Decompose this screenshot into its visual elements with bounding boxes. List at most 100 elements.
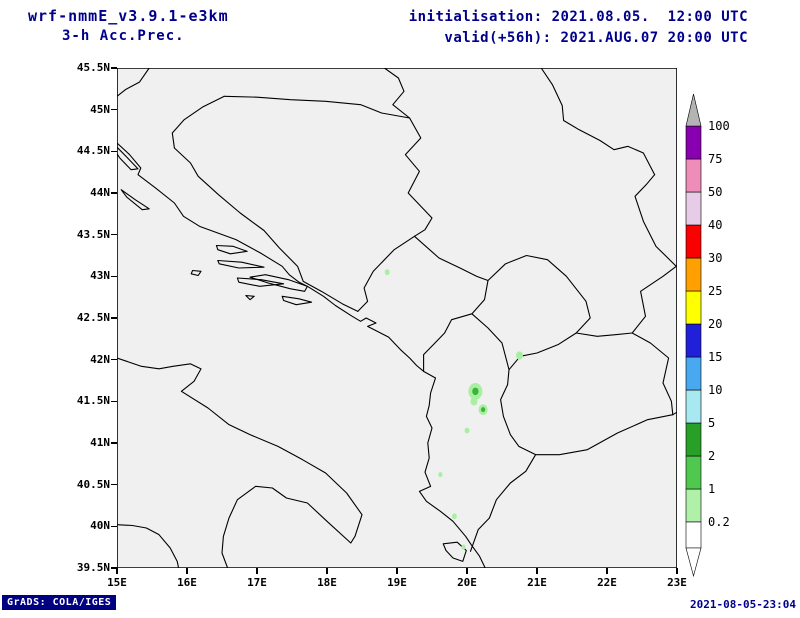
- island-brac: [216, 246, 247, 254]
- coastline-italy-west: [117, 525, 179, 568]
- lon-tick-label: 20E: [457, 576, 477, 589]
- colorbar-level-label: 5: [708, 416, 715, 430]
- lat-tick-label: 41.5N: [76, 394, 110, 408]
- product-title: 3-h Acc.Prec.: [62, 28, 185, 44]
- colorbar-segment: [685, 422, 702, 457]
- lon-tick-label: 15E: [107, 576, 127, 589]
- colorbar-segment: [685, 323, 702, 358]
- coastline-italy-east: [117, 358, 362, 568]
- colorbar-segment: [685, 356, 702, 391]
- border-serbia-macedonia: [576, 333, 632, 336]
- colorbar-segment: [685, 389, 702, 424]
- border-albania-macedonia: [501, 370, 536, 455]
- lon-tick-label: 16E: [177, 576, 197, 589]
- colorbar-level-label: 75: [708, 152, 722, 166]
- colorbar-level-label: 30: [708, 251, 722, 265]
- precip-spot: [470, 397, 478, 406]
- lon-tick-label: 19E: [387, 576, 407, 589]
- lat-tick-label: 42N: [90, 352, 110, 366]
- precipitation-spots: [384, 269, 524, 550]
- colorbar-segment: [685, 257, 702, 292]
- map-background: [117, 68, 677, 568]
- border-croatia-bosnia: [172, 96, 358, 311]
- border-serbia-bulgaria: [632, 175, 676, 333]
- island-dugi-otok: [121, 190, 149, 210]
- grads-stamp: GrADS: COLA/IGES: [2, 595, 117, 610]
- colorbar-level-label: 40: [708, 218, 722, 232]
- island-mljet: [282, 296, 311, 304]
- model-title: wrf-nmmE_v3.9.1-e3km: [28, 7, 229, 25]
- border-kosovo: [472, 256, 590, 370]
- lon-tickmark: [606, 568, 608, 574]
- precip-spot: [438, 472, 443, 478]
- balkans-map: [117, 68, 677, 568]
- initialisation-time: initialisation: 2021.08.05. 12:00 UTC: [408, 9, 748, 25]
- island-corfu: [443, 542, 466, 561]
- border-macedonia-greece: [536, 415, 673, 455]
- map-lines: [117, 68, 677, 568]
- island-pag: [117, 147, 138, 170]
- lon-tick-label: 17E: [247, 576, 267, 589]
- island-hvar: [218, 261, 264, 269]
- precip-spot: [464, 427, 470, 434]
- lat-tick-label: 40N: [90, 519, 110, 533]
- island-vis: [191, 271, 201, 276]
- colorbar-segment: [685, 455, 702, 490]
- lon-tickmark: [396, 568, 398, 574]
- precip-spot: [516, 351, 524, 360]
- lon-tickmark: [256, 568, 258, 574]
- colorbar-level-label: 0.2: [708, 515, 730, 529]
- colorbar-segment: [685, 290, 702, 325]
- colorbar-below-min: [685, 521, 702, 549]
- lat-tick-label: 45.5N: [76, 61, 110, 74]
- lon-tickmark: [326, 568, 328, 574]
- lon-tick-label: 21E: [527, 576, 547, 589]
- precip-spot: [472, 387, 479, 396]
- colorbar-below-min-arrow: [685, 547, 702, 578]
- colorbar-above-max-arrow: [685, 93, 702, 127]
- lon-tickmark: [536, 568, 538, 574]
- lat-tick-label: 42.5N: [76, 311, 110, 324]
- island-lastovo: [246, 295, 254, 299]
- map-plot-area: [117, 68, 677, 568]
- border-albania-greece: [470, 455, 535, 552]
- colorbar-level-label: 2: [708, 449, 715, 463]
- border-montenegro-albania: [424, 314, 472, 371]
- lon-tickmark: [676, 568, 678, 574]
- colorbar-level-label: 25: [708, 284, 722, 298]
- creation-timestamp: 2021-08-05-23:04: [690, 598, 796, 611]
- border-macedonia-bulgaria: [632, 333, 673, 415]
- lon-tick-label: 18E: [317, 576, 337, 589]
- lon-tickmark: [116, 568, 118, 574]
- lat-tick-label: 45N: [90, 102, 110, 116]
- colorbar-level-label: 100: [708, 119, 730, 133]
- border-serbia-romania: [541, 68, 654, 175]
- colorbar-level-label: 20: [708, 317, 722, 331]
- lon-tick-label: 22E: [597, 576, 617, 589]
- lat-tick-label: 43N: [90, 269, 110, 283]
- lat-tick-label: 40.5N: [76, 477, 110, 491]
- border-bosnia-sava: [224, 96, 409, 118]
- colorbar-segment: [685, 224, 702, 259]
- lon-tickmark: [186, 568, 188, 574]
- precip-spot: [384, 269, 390, 276]
- border-bosnia-serbia: [405, 118, 432, 236]
- colorbar-segment: [685, 125, 702, 160]
- border-slovenia-croatia: [117, 68, 149, 96]
- border-croatia-serbia: [384, 68, 409, 118]
- lat-tick-label: 41N: [90, 436, 110, 449]
- peninsula-peljesac: [250, 275, 307, 292]
- colorbar-level-label: 10: [708, 383, 722, 397]
- coastline-east-adriatic: [117, 143, 485, 568]
- lat-tick-label: 44.5N: [76, 144, 110, 158]
- lat-tick-label: 39.5N: [76, 561, 110, 574]
- colorbar-level-label: 15: [708, 350, 722, 364]
- lat-tick-label: 44N: [90, 186, 110, 199]
- colorbar-level-label: 1: [708, 482, 715, 496]
- run-info: initialisation: 2021.08.05. 12:00 UTC va…: [409, 7, 748, 49]
- precip-spot: [480, 407, 486, 413]
- colorbar-level-label: 50: [708, 185, 722, 199]
- colorbar-segment: [685, 158, 702, 193]
